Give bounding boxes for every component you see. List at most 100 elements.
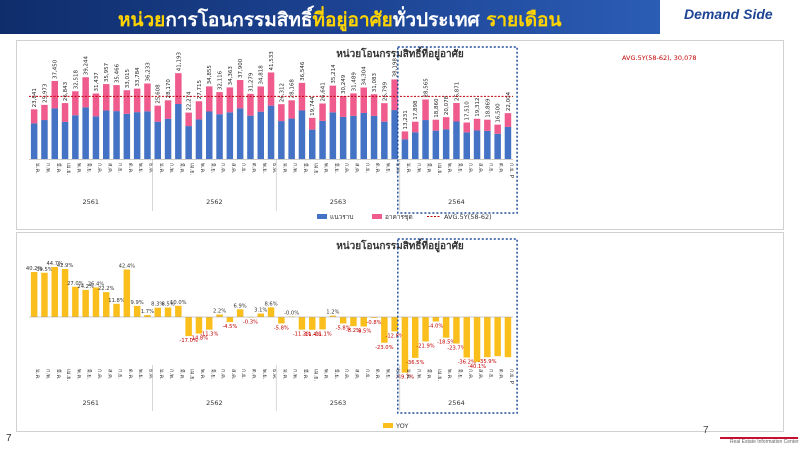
title-part-1: หน่วย — [118, 9, 166, 31]
title-part-3: ที่อยู่อาศัย — [312, 9, 393, 31]
bar-low-rise — [432, 130, 440, 159]
bar-condo — [216, 92, 223, 115]
year-label: 2562 — [206, 198, 223, 206]
x-tick-label: มี.ค. — [178, 369, 185, 380]
yoy-value-label: -11.3% — [200, 332, 218, 338]
bar-low-rise — [339, 116, 347, 159]
x-tick-label: ธ.ค. — [395, 369, 402, 380]
bar-low-rise — [453, 121, 460, 159]
bar-low-rise — [154, 121, 161, 159]
bar-low-rise — [51, 108, 58, 159]
x-tick-label: ก.พ. — [44, 369, 50, 380]
total-label: 32,518 — [73, 70, 79, 90]
total-label: 18,860 — [434, 98, 440, 118]
yoy-bar — [257, 313, 264, 317]
bar-condo — [484, 119, 491, 131]
yoy-bar — [339, 317, 347, 324]
x-tick-label: พ.ย. — [137, 163, 143, 174]
total-label: 34,818 — [259, 65, 265, 85]
yoy-value-label: -14.8% — [190, 336, 208, 342]
bar-condo — [103, 84, 110, 111]
total-label: 31,083 — [372, 72, 378, 92]
x-tick-label: มิ.ย. — [86, 369, 93, 380]
bar-low-rise — [360, 112, 367, 159]
yoy-value-label: -0.3% — [243, 320, 258, 326]
bar-low-rise — [247, 115, 254, 159]
bar-low-rise — [442, 129, 450, 159]
yoy-bar — [206, 317, 213, 330]
bar-condo — [123, 90, 131, 114]
yoy-bar — [484, 317, 491, 358]
bar-condo — [113, 85, 120, 112]
x-tick-label: มี.ค. — [178, 163, 185, 174]
bar-condo — [226, 87, 234, 113]
x-tick-label: ม.ค. — [158, 163, 164, 174]
legend-swatch-yoy — [383, 423, 393, 428]
total-label: 35,214 — [331, 64, 337, 84]
bar-low-rise — [175, 104, 182, 159]
yoy-value-label: -11.4% — [303, 332, 321, 338]
title-part-4: ทั่วประเทศ — [392, 9, 480, 31]
bar-condo — [453, 103, 460, 122]
bar-low-rise — [30, 123, 38, 159]
yoy-value-label: 40.2% — [26, 266, 43, 272]
bar-condo — [494, 124, 501, 134]
yoy-value-label: -23.0% — [375, 345, 393, 351]
x-tick-label: ก.พ. — [292, 163, 298, 174]
x-tick-label: ก.ค. — [96, 369, 102, 380]
x-tick-label: พ.ย. — [137, 369, 143, 380]
x-tick-label: ส.ค. — [477, 369, 484, 380]
x-tick-label: มี.ค. — [55, 163, 62, 174]
bar-condo — [381, 103, 388, 122]
yoy-value-label: -49.7% — [396, 375, 414, 381]
x-tick-label: เม.ย. — [65, 369, 71, 381]
yoy-value-label: -36.2% — [458, 360, 476, 366]
bar-condo — [401, 131, 409, 140]
bar-low-rise — [298, 110, 306, 159]
x-tick-label: เม.ย. — [189, 163, 195, 175]
x-tick-label: ก.พ. — [168, 163, 174, 174]
yoy-bar — [412, 317, 419, 358]
x-tick-label: ก.ค. — [467, 369, 473, 380]
bar-low-rise — [113, 111, 120, 159]
total-label: 31,437 — [94, 72, 100, 92]
yoy-value-label: 8.6% — [264, 301, 277, 307]
bar-low-rise — [72, 115, 79, 159]
yoy-bar — [267, 307, 275, 317]
bar-condo — [360, 87, 367, 113]
x-tick-label: พ.ย. — [384, 369, 390, 380]
x-tick-label: ก.ย. — [117, 369, 123, 379]
yoy-value-label: -11.1% — [313, 331, 331, 337]
bar-low-rise — [463, 132, 470, 159]
x-tick-label: ม.ค. — [281, 163, 287, 174]
x-tick-label: มี.ค. — [302, 369, 309, 380]
highlight-box-2564 — [397, 238, 518, 414]
yoy-bar — [144, 315, 151, 317]
x-tick-label: ก.พ. — [415, 163, 421, 174]
bar-condo — [41, 104, 48, 121]
bar-condo — [288, 100, 295, 119]
x-tick-label: พ.ย. — [261, 163, 267, 174]
yoy-bar — [123, 269, 131, 317]
total-label: 39,244 — [84, 55, 90, 75]
bar-low-rise — [319, 120, 326, 159]
yoy-bar — [391, 317, 398, 332]
page-number: 7 — [6, 433, 12, 444]
yoy-bar — [504, 317, 512, 358]
demand-side-label: Demand Side — [684, 6, 773, 22]
x-tick-label: ก.ย. — [487, 163, 493, 173]
yoy-value-label: 27.0% — [67, 281, 84, 287]
yoy-value-label: -8.5% — [356, 329, 371, 335]
x-tick-label: มิ.ย. — [209, 369, 216, 380]
total-label: 26,799 — [382, 81, 388, 101]
yoy-bar — [216, 314, 223, 317]
bar-condo — [391, 79, 398, 111]
x-tick-label: ส.ค. — [106, 369, 113, 380]
bar-low-rise — [61, 121, 69, 159]
total-label: 16,500 — [496, 103, 502, 123]
bar-condo — [473, 118, 481, 131]
x-tick-label: ส.ค. — [230, 369, 237, 380]
yoy-value-label: 1.2% — [326, 310, 339, 316]
bar-low-rise — [494, 133, 501, 159]
legend-label-yoy: YOY — [395, 422, 408, 430]
